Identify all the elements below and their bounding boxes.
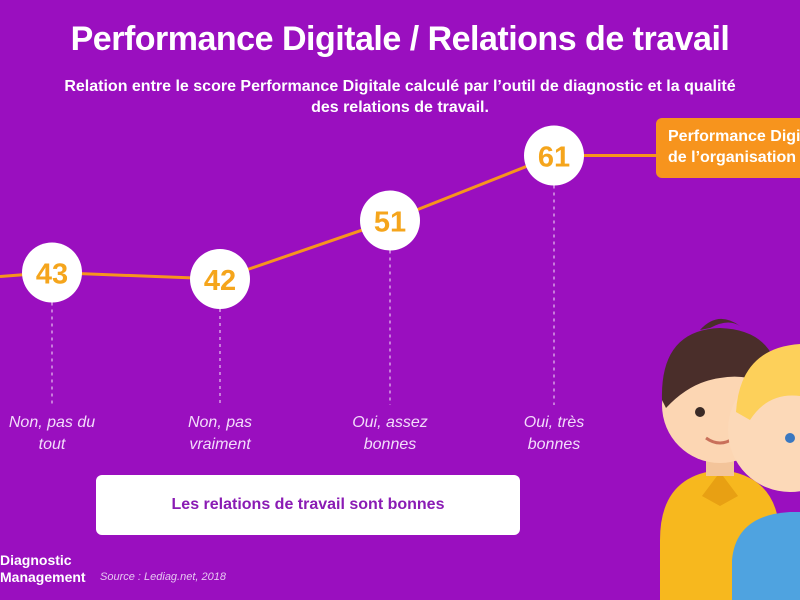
data-label-2: 42 [204,265,236,297]
callout-line-2: de l’organisation [668,149,797,166]
data-point-1 [22,242,82,303]
x-axis-label-box: Les relations de travail sont bonnes [96,475,520,535]
brand-line-2: Management [0,569,86,585]
chart-title: Performance Digitale / Relations de trav… [70,20,730,58]
category-label-2: Non, pas vraiment [187,414,253,453]
data-point-2 [190,249,250,309]
x-axis-label: Les relations de travail sont bonnes [171,496,445,513]
series-callout: Performance Digitale de l’organisation [656,118,800,178]
brand-logo-text: Diagnostic Management [0,552,86,586]
source-note: Source : Lediag.net, 2018 [100,571,226,583]
category-label-4: Oui, très bonnes [523,414,585,453]
callout-line-1: Performance Digitale [668,128,800,145]
chart-subtitle: Relation entre le score Performance Digi… [64,78,736,116]
category-label-3: Oui, assez bonnes [352,414,428,453]
people-illustration [660,318,800,600]
data-label-1: 43 [36,259,68,291]
data-point-4 [524,125,584,186]
person-front-illustration [728,344,800,600]
data-point-3 [360,190,420,251]
category-label-1: Non, pas du tout [8,414,96,453]
data-label-4: 61 [538,142,570,174]
data-label-3: 51 [374,207,406,239]
brand-line-1: Diagnostic [0,552,72,568]
